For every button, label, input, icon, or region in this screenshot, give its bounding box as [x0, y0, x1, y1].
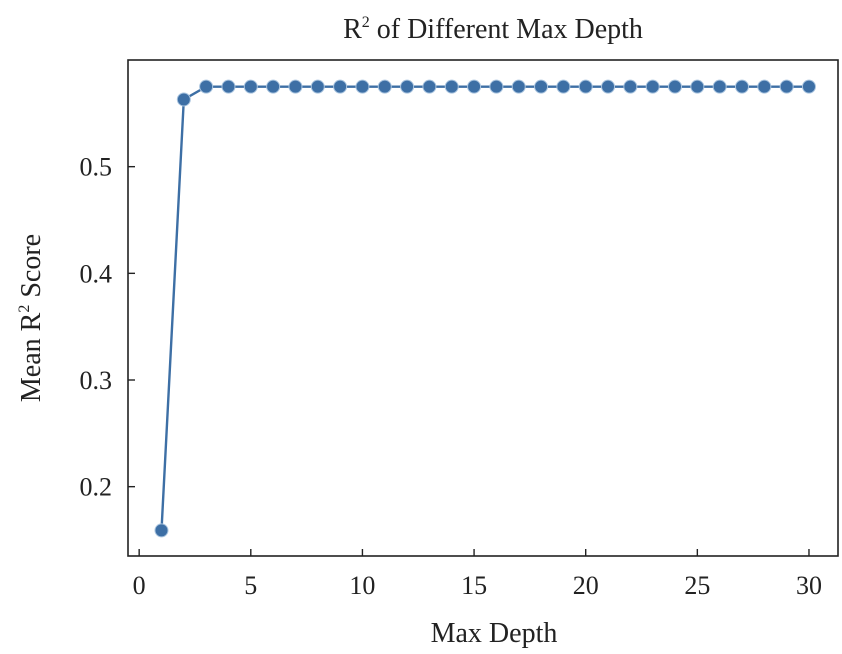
x-axis-label: Max Depth	[431, 618, 558, 649]
y-tick-label: 0.2	[80, 473, 113, 502]
data-point	[243, 79, 258, 94]
data-point	[377, 79, 392, 94]
y-tick-label: 0.4	[80, 259, 113, 288]
x-axis: 0 5 10 15 20 25 30	[133, 549, 822, 600]
data-point	[467, 79, 482, 94]
y-tick-label: 0.3	[80, 366, 113, 395]
data-point	[690, 79, 705, 94]
data-point	[511, 79, 526, 94]
data-point	[355, 79, 370, 94]
data-point	[288, 79, 303, 94]
x-tick-label: 20	[573, 571, 599, 600]
data-point	[422, 79, 437, 94]
x-tick-label: 30	[796, 571, 822, 600]
data-point	[176, 92, 191, 107]
series-layer	[154, 79, 816, 538]
data-point	[221, 79, 236, 94]
y-axis: 0.2 0.3 0.4 0.5	[80, 153, 135, 502]
data-point	[623, 79, 638, 94]
data-point	[154, 523, 169, 538]
data-point	[712, 79, 727, 94]
y-tick-label: 0.5	[80, 153, 113, 182]
x-tick-label: 5	[244, 571, 257, 600]
y-axis-label: Mean R2 Score	[16, 234, 47, 402]
data-point	[645, 79, 660, 94]
x-tick-label: 0	[133, 571, 146, 600]
data-point	[333, 79, 348, 94]
data-point	[266, 79, 281, 94]
data-point	[400, 79, 415, 94]
x-tick-label: 25	[684, 571, 710, 600]
data-point	[757, 79, 772, 94]
data-point	[489, 79, 504, 94]
data-point	[734, 79, 749, 94]
data-point	[534, 79, 549, 94]
data-point	[801, 79, 816, 94]
data-point	[601, 79, 616, 94]
chart-title: R2 of Different Max Depth	[343, 14, 643, 45]
x-tick-label: 10	[349, 571, 375, 600]
data-point	[556, 79, 571, 94]
series-line	[160, 85, 809, 531]
data-point	[668, 79, 683, 94]
data-point	[779, 79, 794, 94]
data-point	[444, 79, 459, 94]
data-point	[199, 79, 214, 94]
plot-area-frame	[127, 59, 839, 557]
data-point	[578, 79, 593, 94]
data-point	[310, 79, 325, 94]
x-tick-label: 15	[461, 571, 487, 600]
